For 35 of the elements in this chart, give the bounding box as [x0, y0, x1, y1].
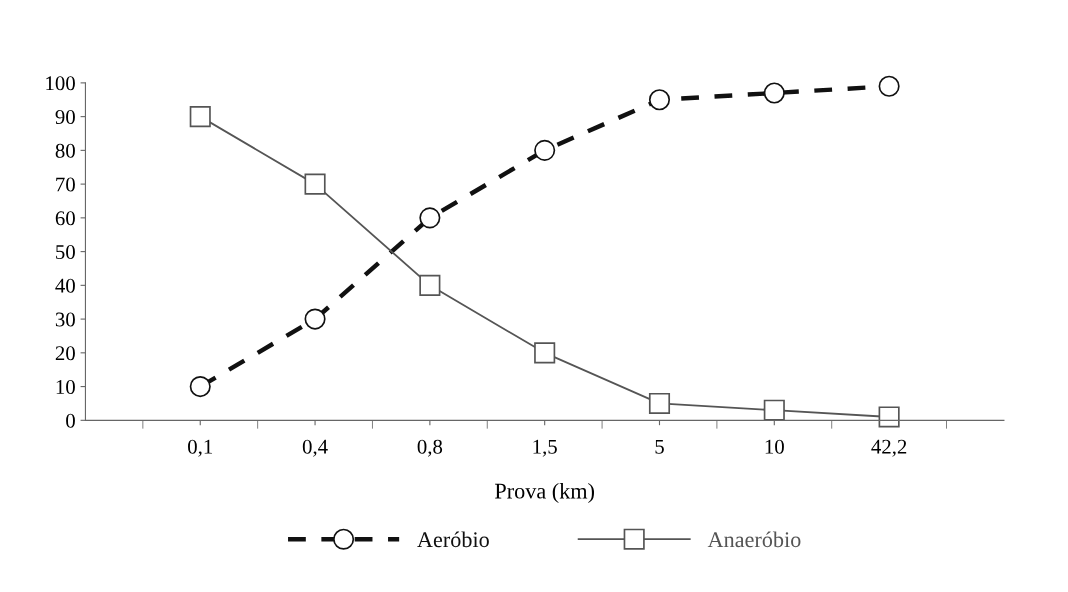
point — [304, 308, 326, 330]
x-tick-label: 5 — [655, 439, 664, 454]
point — [534, 342, 556, 364]
x-tick-label: 1,5 — [533, 439, 557, 457]
text: Aeróbio — [417, 531, 489, 548]
x-tick-label: 42,2 — [871, 439, 907, 457]
x-tick-label: 0,4 — [302, 439, 328, 457]
y-tick-label: 0 — [66, 413, 75, 428]
point — [419, 274, 441, 296]
y-tick-label: 50 — [56, 244, 75, 260]
y-tick-label: 80 — [55, 143, 75, 158]
point — [878, 75, 900, 97]
y-tick-label: 100 — [46, 76, 75, 91]
y-tick-label: 10 — [56, 379, 75, 395]
point — [189, 106, 211, 128]
point — [189, 376, 211, 398]
point — [763, 399, 785, 421]
point — [878, 406, 900, 428]
point — [763, 82, 785, 104]
x-tick-label: 10 — [765, 439, 784, 454]
text: Anaeróbio — [707, 531, 801, 548]
point — [534, 139, 556, 161]
point — [419, 207, 441, 229]
y-tick-label: 40 — [55, 278, 75, 293]
y-tick-label: 20 — [55, 346, 75, 361]
y-tick-label: 60 — [55, 211, 75, 226]
x-axis-title: Prova (km) — [495, 482, 594, 504]
point — [648, 392, 671, 415]
x-tick-label: 0,1 — [188, 439, 213, 457]
x-tick-label: 0,8 — [417, 439, 443, 457]
y-tick-label: 70 — [56, 177, 75, 192]
point — [648, 89, 671, 111]
y-tick-label: 30 — [55, 312, 75, 327]
y-tick-label: 90 — [55, 110, 75, 125]
point — [304, 173, 326, 195]
